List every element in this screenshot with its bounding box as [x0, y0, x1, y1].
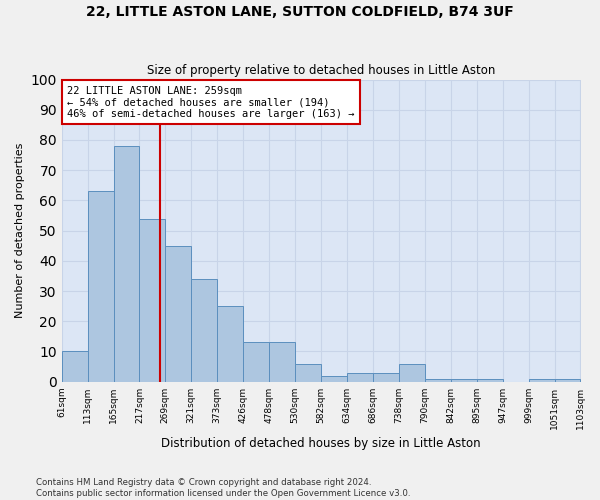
- Bar: [477, 378, 503, 382]
- Text: 22, LITTLE ASTON LANE, SUTTON COLDFIELD, B74 3UF: 22, LITTLE ASTON LANE, SUTTON COLDFIELD,…: [86, 5, 514, 19]
- Bar: [554, 378, 580, 382]
- Bar: [139, 218, 166, 382]
- Bar: [88, 192, 113, 382]
- Bar: [373, 372, 399, 382]
- Bar: [529, 378, 554, 382]
- Bar: [113, 146, 139, 382]
- Title: Size of property relative to detached houses in Little Aston: Size of property relative to detached ho…: [147, 64, 496, 77]
- Bar: [62, 352, 88, 382]
- Bar: [295, 364, 321, 382]
- Bar: [166, 246, 191, 382]
- Bar: [425, 378, 451, 382]
- Bar: [191, 279, 217, 382]
- Y-axis label: Number of detached properties: Number of detached properties: [15, 143, 25, 318]
- Bar: [244, 342, 269, 382]
- Text: Contains HM Land Registry data © Crown copyright and database right 2024.
Contai: Contains HM Land Registry data © Crown c…: [36, 478, 410, 498]
- Bar: [347, 372, 373, 382]
- X-axis label: Distribution of detached houses by size in Little Aston: Distribution of detached houses by size …: [161, 437, 481, 450]
- Bar: [217, 306, 244, 382]
- Text: 22 LITTLE ASTON LANE: 259sqm
← 54% of detached houses are smaller (194)
46% of s: 22 LITTLE ASTON LANE: 259sqm ← 54% of de…: [67, 86, 355, 119]
- Bar: [269, 342, 295, 382]
- Bar: [321, 376, 347, 382]
- Bar: [451, 378, 477, 382]
- Bar: [399, 364, 425, 382]
